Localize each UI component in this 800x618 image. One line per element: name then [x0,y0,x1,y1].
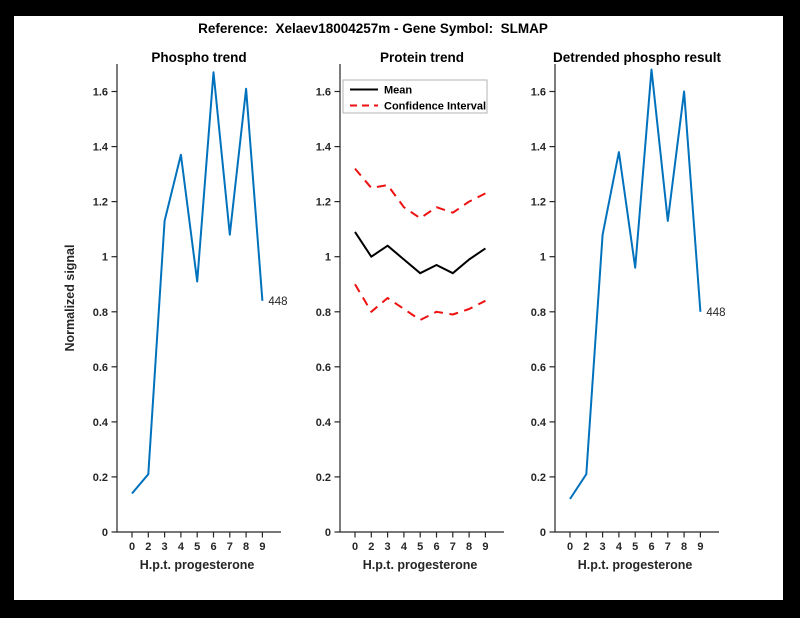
svg-text:3: 3 [385,541,391,553]
figure-title: Reference: Xelaev18004257m - Gene Symbol… [198,21,548,36]
svg-text:4: 4 [616,541,623,553]
svg-text:6: 6 [433,541,439,553]
protein-trend-chart: Protein trend 00.20.40.60.811.21.41.60 2 3… [316,50,504,572]
svg-text:8: 8 [466,541,472,553]
legend: Mean Confidence Interval [342,79,488,114]
svg-text:0.2: 0.2 [93,472,108,484]
endpoint-annotation: 448 [268,296,287,308]
svg-text:0.6: 0.6 [316,362,331,374]
svg-text:0.6: 0.6 [93,362,108,374]
svg-text:3: 3 [162,541,168,553]
series-phospho-signal [131,71,264,495]
svg-text:9: 9 [482,541,488,553]
svg-text:7: 7 [665,541,671,553]
svg-text:1: 1 [325,252,331,264]
axis-lines [339,64,504,533]
svg-text:0.4: 0.4 [531,417,547,429]
subplot-phospho-trend: Phospho trend Normalized signal 0 0.2 0.4 0… [60,46,290,576]
svg-text:4: 4 [401,541,408,553]
svg-text:6: 6 [648,541,654,553]
series-detrended-phospho-signal [569,68,702,500]
subplot-title: Phospho trend [151,50,246,65]
series-ci-upper [354,167,486,220]
svg-text:0: 0 [352,541,358,553]
svg-text:9: 9 [259,541,265,553]
svg-text:0.6: 0.6 [531,362,546,374]
svg-text:2: 2 [368,541,374,553]
svg-text:3: 3 [600,541,606,553]
plot-area: 00.20.40.60.811.21.41.60 2 3 4 5 6 7 8 9 [531,64,719,553]
svg-text:1.2: 1.2 [93,197,108,209]
svg-text:7: 7 [227,541,233,553]
svg-text:1: 1 [102,252,108,264]
subplot-title: Protein trend [380,50,464,65]
svg-text:0: 0 [129,541,135,553]
svg-text:6: 6 [210,541,216,553]
axis-lines [554,64,719,533]
endpoint-annotation: 448 [706,307,725,319]
svg-text:0.8: 0.8 [531,307,546,319]
svg-text:1.6: 1.6 [93,87,108,99]
svg-text:1.6: 1.6 [316,87,331,99]
svg-text:0.8: 0.8 [316,307,331,319]
series-mean [354,231,486,275]
x-axis-label: H.p.t. progesterone [140,558,255,572]
subplot-protein-trend: Protein trend 0 0.2 0.4 0.6 0.8 1 1.2 1.4 1.6 0 2 3… [283,46,513,576]
svg-text:0: 0 [567,541,573,553]
y-axis-label: Normalized signal [63,245,77,352]
svg-text:1.4: 1.4 [531,142,547,154]
svg-text:0.4: 0.4 [316,417,332,429]
svg-text:5: 5 [632,541,638,553]
series-ci-lower [354,283,486,321]
svg-text:2: 2 [583,541,589,553]
svg-text:4: 4 [178,541,185,553]
svg-text:0.4: 0.4 [93,417,109,429]
legend-label-confidence-interval: Confidence Interval [384,101,486,113]
svg-text:1: 1 [540,252,546,264]
plot-area: 00.20.40.60.811.21.41.60 2 3 4 5 6 7 8 9 [93,64,281,553]
svg-text:1.6: 1.6 [531,87,546,99]
svg-text:0.2: 0.2 [531,472,546,484]
legend-box [342,79,488,114]
svg-text:5: 5 [194,541,200,553]
svg-text:8: 8 [681,541,687,553]
svg-text:2: 2 [145,541,151,553]
svg-text:1.2: 1.2 [531,197,546,209]
svg-text:1.4: 1.4 [316,142,332,154]
svg-text:5: 5 [417,541,423,553]
subplot-title: Detrended phospho result [553,50,722,65]
detrended-phospho-chart: Detrended phospho result 0 0.2 0.4 0.6 0.8 1 1… [531,50,726,572]
svg-text:0: 0 [102,527,108,539]
phospho-trend-chart: Phospho trend Normalized signal 0 0.2 0.4 0… [63,50,288,572]
x-axis-label: H.p.t. progesterone [578,558,693,572]
axis-lines [116,64,281,533]
legend-label-mean: Mean [384,85,412,97]
svg-text:7: 7 [450,541,456,553]
svg-text:0.2: 0.2 [316,472,331,484]
svg-text:0.8: 0.8 [93,307,108,319]
plot-area: 00.20.40.60.811.21.41.60 2 3 4 5 6 7 8 9 [316,64,504,553]
x-axis-label: H.p.t. progesterone [363,558,478,572]
svg-text:0: 0 [540,527,546,539]
svg-text:1.4: 1.4 [93,142,109,154]
svg-text:8: 8 [243,541,249,553]
svg-text:9: 9 [697,541,703,553]
subplot-detrended-phospho-result: Detrended phospho result 0 0.2 0.4 0.6 0.8 1 1… [498,46,728,576]
matlab-figure: Reference: Xelaev18004257m - Gene Symbol… [14,16,783,600]
svg-text:1.2: 1.2 [316,197,331,209]
svg-text:0: 0 [325,527,331,539]
